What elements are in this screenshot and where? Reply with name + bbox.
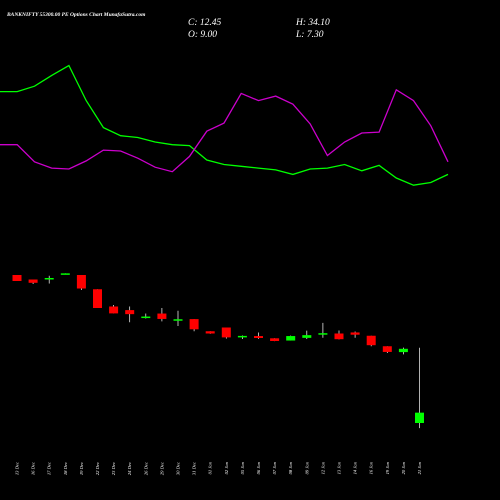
candle [173,310,183,326]
candle-body [237,335,247,338]
candle-body [270,338,280,341]
x-tick-label: 26 Dec [143,462,148,475]
candle [44,275,54,284]
candle [125,306,135,323]
candle-body [109,306,119,314]
candle [76,275,86,290]
candle [334,330,344,340]
x-tick-label: 19 Dec [79,462,84,475]
candle [415,347,424,429]
candle [302,330,312,340]
x-tick-label: 01 Jan [208,461,213,474]
magenta-indicator-line [0,88,449,173]
x-tick-label: 31 Dec [192,462,197,475]
candle-body [189,319,199,330]
candle [28,279,38,284]
x-tick-label: 23 Dec [111,462,116,475]
high-readout: H: 34.10 [295,18,330,28]
candle-body [318,333,328,335]
x-axis: 13 Dec 16 Dec 17 Dec 18 Dec 19 Dec 22 Dec 23 D… [15,461,423,475]
green-indicator-line [0,64,449,186]
candle-body [60,273,70,275]
chart-title: BANKNIFTY 55300.00 PE Options Chart Muna… [6,12,146,18]
close-readout: C: 12.45 [188,18,222,28]
candle-body [254,336,263,338]
x-tick-label: 18 Dec [63,462,68,475]
x-tick-label: 24 Dec [127,462,132,475]
x-tick-label: 09 Jan [304,461,309,474]
candle [109,305,119,314]
candle-body [350,332,360,335]
indicator-lines [0,64,449,186]
candle-body [12,275,22,281]
candle-body [205,331,215,334]
candle-body [302,335,312,338]
candle-body [398,348,408,353]
x-tick-label: 17 Dec [47,462,52,475]
candle [141,313,151,319]
low-readout: L: 7.30 [295,30,324,40]
x-tick-label: 02 Jan [224,461,229,474]
candle [12,275,22,281]
candle-body [221,327,231,338]
x-tick-label: 05 Jan [240,461,245,474]
x-tick-label: 07 Jan [272,461,277,474]
candle [93,289,102,308]
candle-body [157,313,167,319]
candle-body [44,278,54,280]
x-tick-label: 29 Dec [159,462,164,475]
candle [254,332,263,339]
x-tick-label: 21 Jan [417,461,422,474]
x-tick-label: 12 Jan [320,461,325,474]
candle-body [173,319,183,321]
candles [12,273,424,429]
x-tick-label: 08 Jan [288,461,293,474]
candle [237,335,247,340]
candle-body [93,289,102,308]
candle [286,335,296,341]
candle-body [334,333,344,340]
open-readout: O: 9.00 [188,30,217,40]
candle-body [366,335,376,346]
candle [318,322,328,338]
candle [60,273,70,275]
x-tick-label: 14 Jan [353,461,358,474]
candle [398,347,408,355]
candle-body [141,316,151,319]
x-tick-label: 30 Dec [176,462,181,475]
candle [221,327,231,339]
candle-body [415,412,424,423]
candle-body [382,346,392,352]
candle [270,338,280,342]
candle-body [76,275,86,289]
x-tick-label: 16 Dec [31,462,36,475]
candle [350,331,360,338]
x-tick-label: 13 Jan [337,461,342,474]
x-tick-label: 16 Jan [369,461,374,474]
candle [157,308,167,322]
candle [189,319,199,332]
candle [366,335,376,347]
candle [205,331,215,334]
candle-body [286,336,296,341]
x-tick-label: 20 Jan [401,461,406,474]
candle [382,346,392,353]
x-tick-label: 22 Dec [95,462,100,475]
candle-body [28,279,38,283]
x-tick-label: 13 Dec [15,462,20,475]
x-tick-label: 19 Jan [385,461,390,474]
x-tick-label: 06 Jan [256,461,261,474]
candle-body [125,310,135,315]
